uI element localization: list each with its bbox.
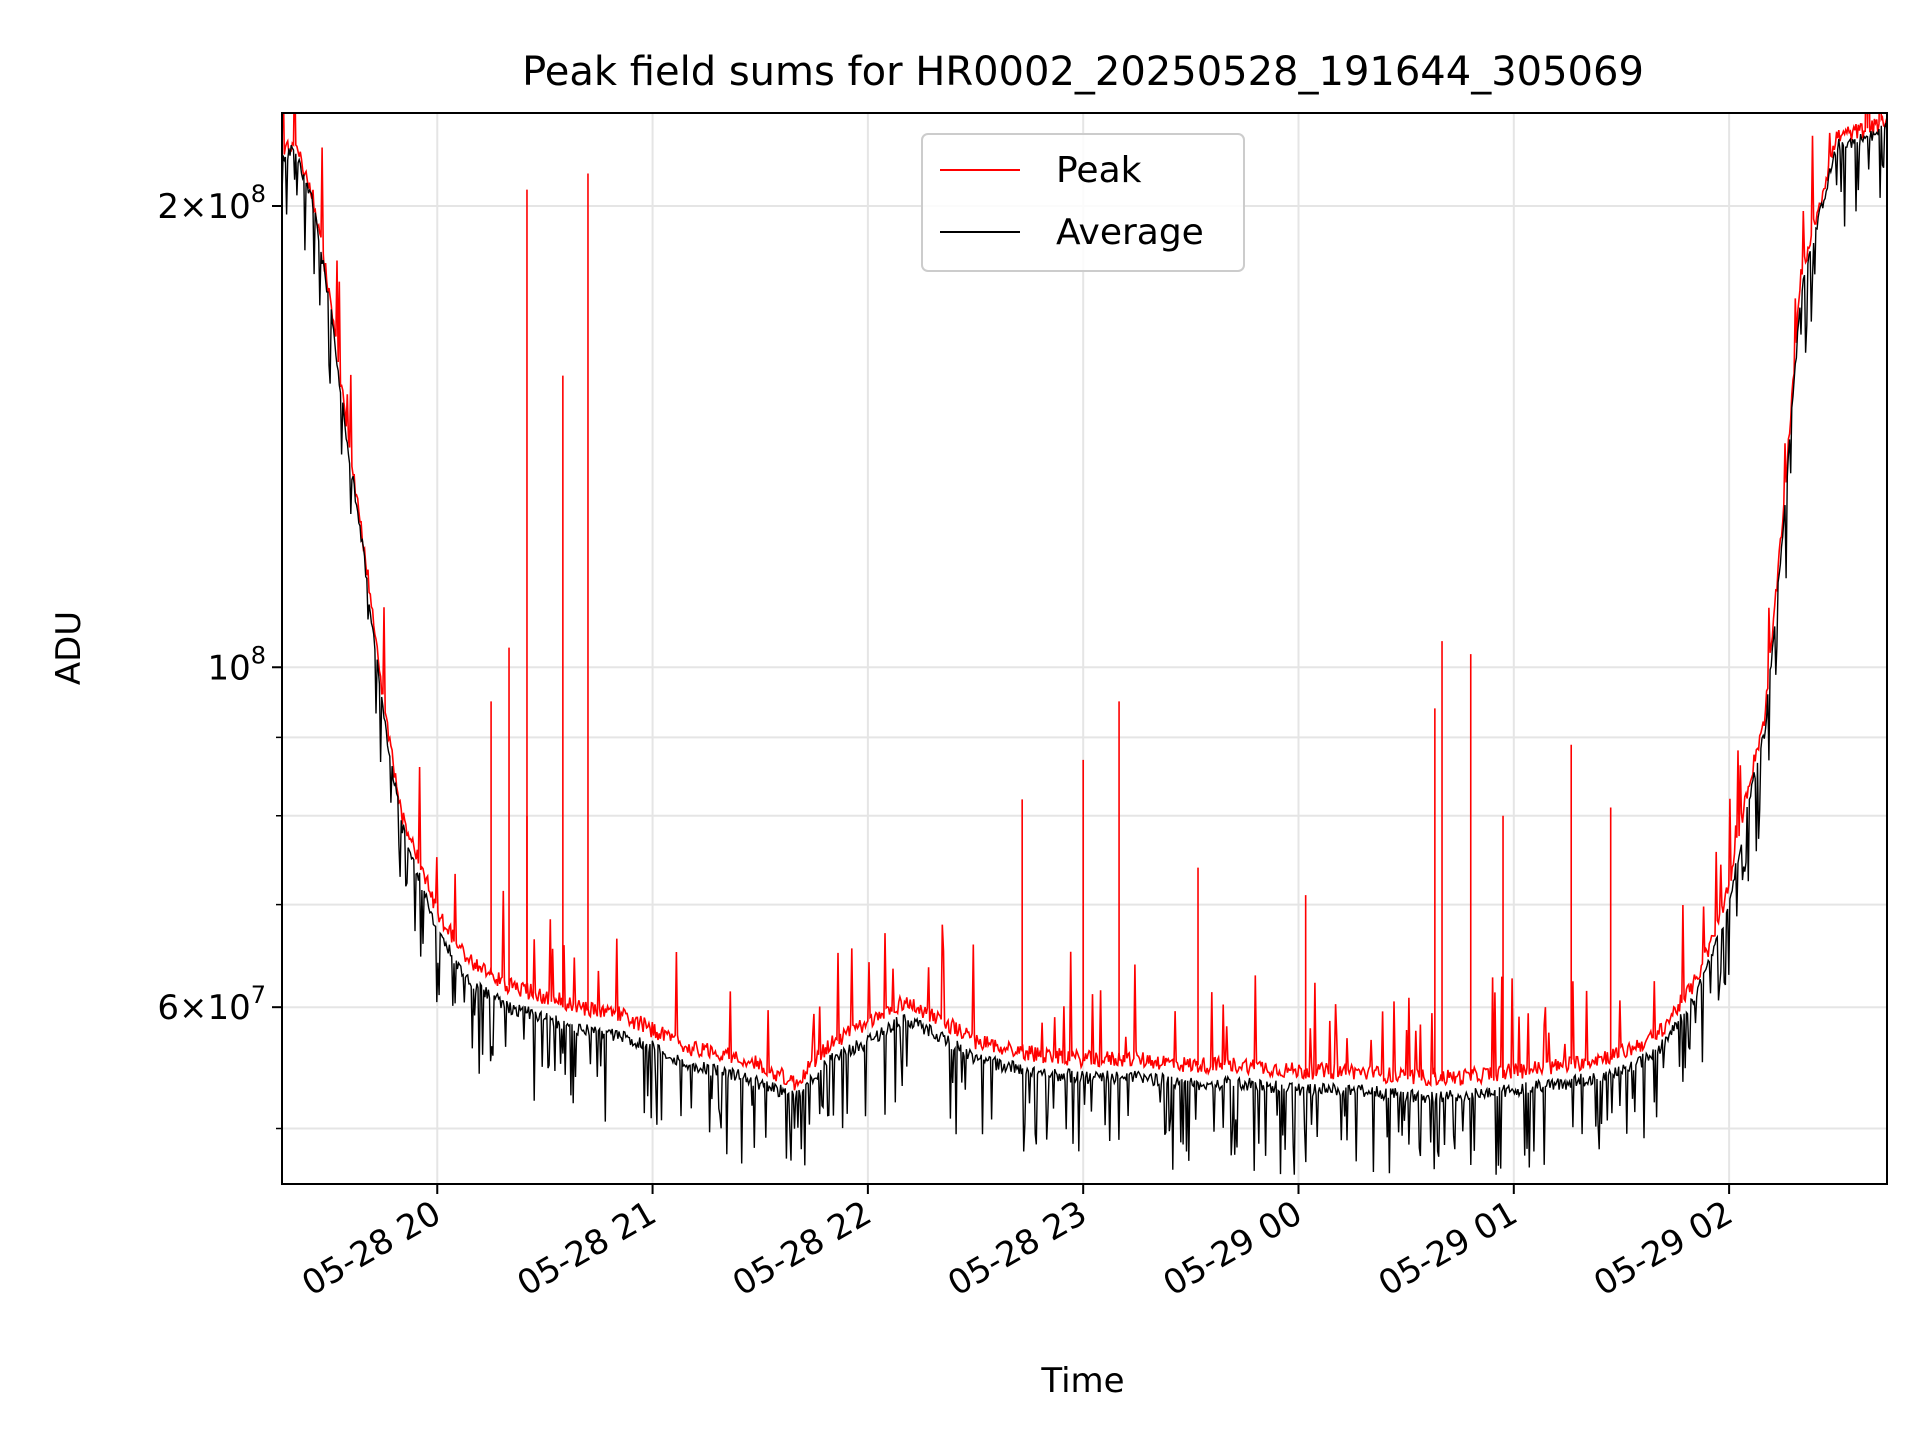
y-tick-label-base: 2×10: [157, 187, 250, 227]
y-tick-label: 2×108: [157, 180, 266, 227]
y-tick-label-base: 6×10: [157, 988, 250, 1028]
y-axis-label: ADU: [49, 611, 89, 685]
axes-frame: [281, 112, 1888, 1185]
x-axis-label: Time: [1040, 1361, 1124, 1401]
series-layer: [282, 113, 1887, 1175]
series-line-peak: [282, 113, 1887, 1091]
legend: Peak Average: [921, 133, 1245, 272]
y-tick-label-exponent: 8: [251, 180, 266, 208]
chart-title: Peak field sums for HR0002_20250528_1916…: [522, 49, 1644, 95]
y-tick-label: 108: [207, 641, 266, 688]
y-tick-label-exponent: 7: [251, 981, 266, 1009]
series-line-average: [282, 122, 1887, 1175]
legend-label-average: Average: [1056, 212, 1204, 253]
legend-label-peak: Peak: [1056, 150, 1142, 191]
y-tick-label-base: 10: [207, 648, 250, 688]
y-tick-label-exponent: 8: [251, 641, 266, 669]
y-tick-label: 6×107: [157, 981, 266, 1028]
